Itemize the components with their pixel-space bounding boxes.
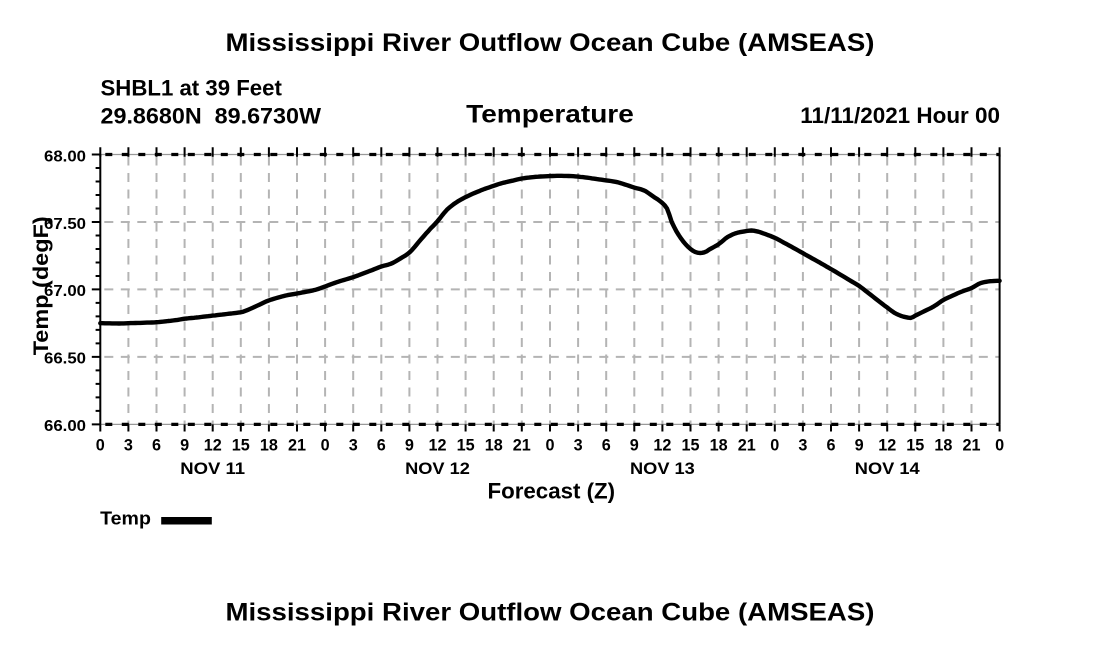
svg-text:Forecast (Z): Forecast (Z) — [488, 479, 616, 504]
svg-text:18: 18 — [260, 437, 278, 455]
svg-text:Mississippi River Outflow Ocea: Mississippi River Outflow Ocean Cube (AM… — [226, 600, 875, 627]
svg-text:67.00: 67.00 — [44, 283, 86, 300]
svg-text:9: 9 — [630, 437, 639, 455]
svg-text:0: 0 — [770, 437, 779, 455]
svg-text:NOV 13: NOV 13 — [630, 460, 695, 478]
svg-text:9: 9 — [405, 437, 414, 455]
svg-text:12: 12 — [204, 437, 222, 455]
svg-text:3: 3 — [124, 437, 133, 455]
svg-text:9: 9 — [180, 437, 189, 455]
svg-text:12: 12 — [878, 437, 896, 455]
svg-text:6: 6 — [377, 437, 386, 455]
svg-text:Mississippi River Outflow Ocea: Mississippi River Outflow Ocean Cube (AM… — [226, 30, 875, 57]
svg-text:29.8680N 89.6730W: 29.8680N 89.6730W — [101, 104, 322, 129]
svg-text:18: 18 — [934, 437, 952, 455]
svg-text:15: 15 — [232, 437, 250, 455]
svg-text:Temp (degF): Temp (degF) — [29, 216, 53, 355]
svg-text:Temp: Temp — [100, 507, 151, 528]
svg-text:18: 18 — [485, 437, 503, 455]
svg-text:12: 12 — [653, 437, 671, 455]
svg-text:0: 0 — [321, 437, 330, 455]
svg-text:12: 12 — [428, 437, 446, 455]
svg-text:21: 21 — [288, 437, 306, 455]
svg-text:NOV 14: NOV 14 — [855, 460, 920, 478]
svg-text:66.50: 66.50 — [44, 351, 86, 368]
svg-text:15: 15 — [906, 437, 924, 455]
svg-text:15: 15 — [681, 437, 699, 455]
svg-text:NOV 12: NOV 12 — [405, 460, 470, 478]
svg-text:6: 6 — [602, 437, 611, 455]
svg-text:68.00: 68.00 — [44, 148, 86, 165]
svg-text:11/11/2021 Hour 00: 11/11/2021 Hour 00 — [800, 103, 1000, 128]
svg-text:3: 3 — [349, 437, 358, 455]
svg-text:0: 0 — [96, 437, 105, 455]
svg-text:9: 9 — [855, 437, 864, 455]
svg-text:66.00: 66.00 — [44, 418, 86, 435]
svg-text:NOV 11: NOV 11 — [180, 460, 245, 478]
svg-text:18: 18 — [710, 437, 728, 455]
svg-text:15: 15 — [457, 437, 475, 455]
svg-text:0: 0 — [995, 437, 1004, 455]
svg-text:6: 6 — [826, 437, 835, 455]
svg-text:21: 21 — [513, 437, 531, 455]
svg-text:3: 3 — [574, 437, 583, 455]
svg-text:3: 3 — [798, 437, 807, 455]
svg-text:Temperature: Temperature — [466, 101, 634, 128]
svg-text:0: 0 — [545, 437, 554, 455]
svg-text:67.50: 67.50 — [44, 216, 86, 233]
svg-text:21: 21 — [962, 437, 980, 455]
svg-text:SHBL1 at 39 Feet: SHBL1 at 39 Feet — [101, 75, 283, 100]
svg-text:6: 6 — [152, 437, 161, 455]
svg-text:21: 21 — [738, 437, 756, 455]
